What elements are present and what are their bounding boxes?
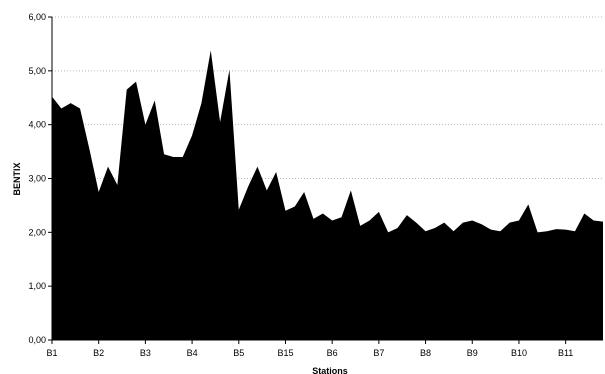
y-tick-label: 1,00 [28,281,46,291]
y-tick-label: 3,00 [28,174,46,184]
x-axis-title: Stations [312,366,348,374]
y-axis-title: BENTIX [12,162,22,195]
x-tick-label: B6 [327,348,338,358]
y-tick-labels: 0,00 1,00 2,00 3,00 4,00 5,00 6,00 [28,12,46,345]
bentix-area [52,50,603,340]
x-tick-label: B4 [187,348,198,358]
x-tick-label: B15 [277,348,293,358]
x-tick-label: B2 [93,348,104,358]
y-tick-label: 2,00 [28,227,46,237]
x-tick-label: B5 [233,348,244,358]
y-tick-label: 4,00 [28,120,46,130]
x-tick-label: B8 [420,348,431,358]
y-tick-label: 6,00 [28,12,46,22]
x-tick-label: B1 [46,348,57,358]
axes [48,16,603,344]
y-tick-label: 5,00 [28,66,46,76]
x-tick-label: B9 [467,348,478,358]
x-tick-label: B3 [140,348,151,358]
x-tick-label: B10 [511,348,527,358]
y-tick-label: 0,00 [28,335,46,345]
x-tick-labels: B1B2B3B4B5B15B6B7B8B9B10B11B12B13B14 [46,348,605,358]
x-tick-label: B11 [558,348,573,358]
x-tick-label: B7 [373,348,384,358]
